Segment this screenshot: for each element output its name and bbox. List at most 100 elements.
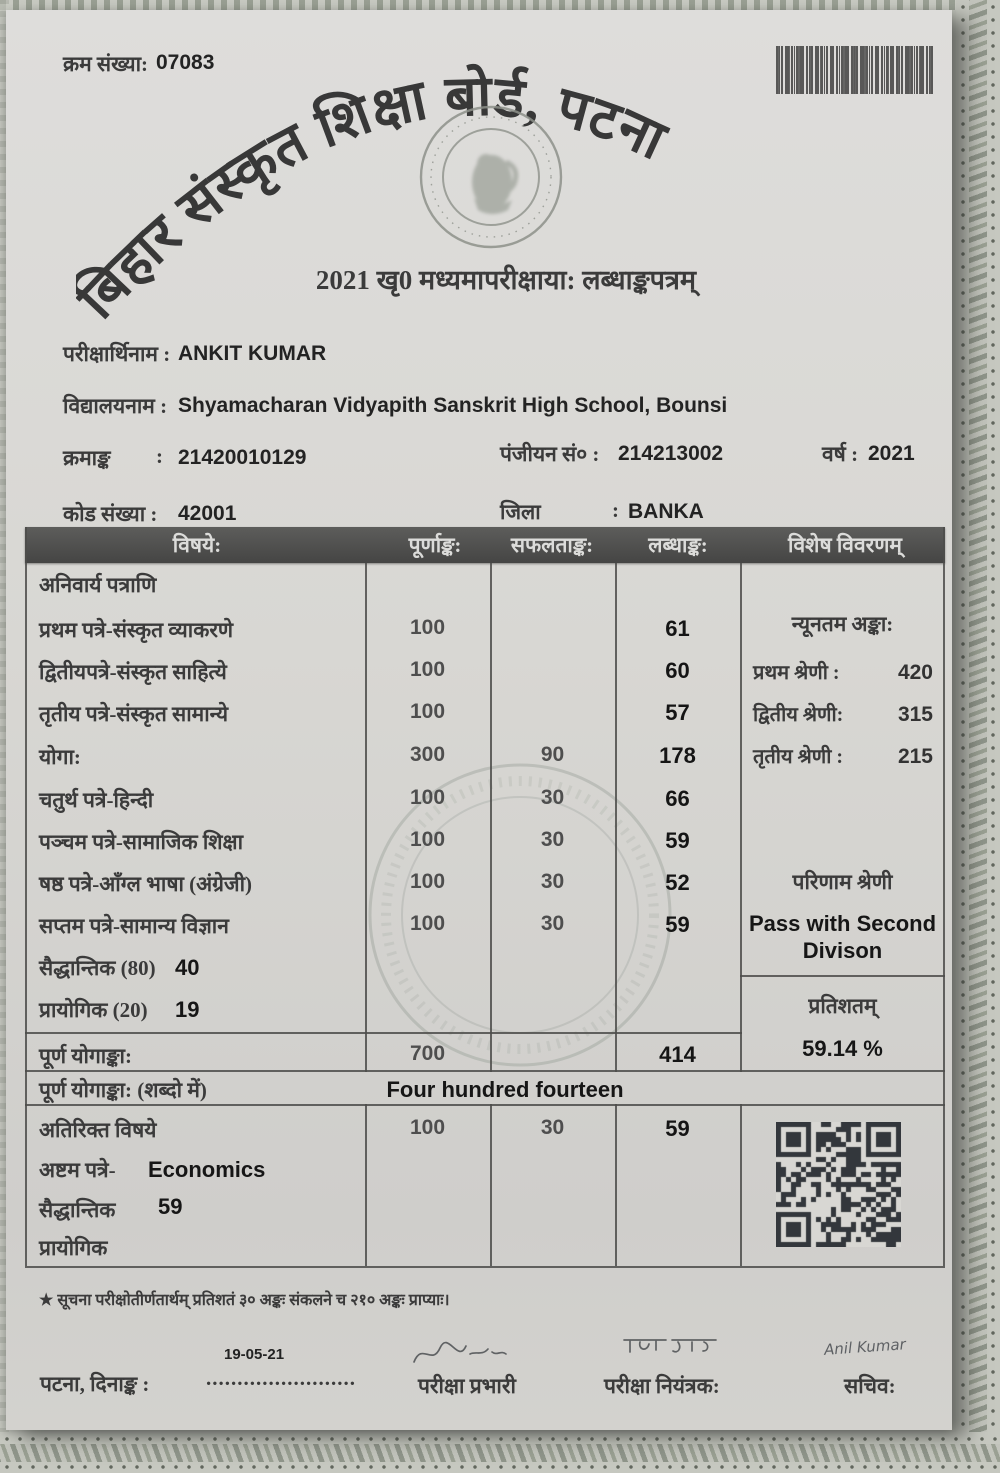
full-marks-cell: 100 [409,700,446,723]
exam-incharge-signature [413,1341,507,1363]
total-in-words-row: पूर्ण योगाङ्का: (शब्दो में) Four hundred… [25,1073,943,1104]
board-title-arc: बिहार संस्कृत शिक्षा बोर्ड, पटना [76,62,676,331]
table-divider [615,1104,617,1266]
table-divider [365,563,367,1072]
subject-cell: अनिवार्य पत्राणि [39,573,157,597]
table-row-practical: प्रायोगिक (20) 19 [25,990,943,1032]
table-row: चतुर्थ पत्रे-हिन्दी 100 30 66 [25,780,943,822]
subject-cell: सैद्धान्तिक (80) [39,956,156,980]
code-number-label: कोड संख्या : [63,502,158,526]
barcode [776,46,934,94]
extra-full-marks: 100 [409,1116,446,1139]
table-divider [365,1104,367,1266]
obtained-marks-cell: 61 [665,616,690,641]
candidate-name-value: ANKIT KUMAR [178,342,327,365]
subject-cell: द्वितीयपत्रे-संस्कृत साहित्ये [39,660,227,684]
footnote-star: ★ [39,1292,54,1309]
border-pattern-top [0,0,1000,10]
footnote-text: सूचना परीक्षोतीर्णतार्थम् प्रतिशतं ३० अङ… [57,1292,450,1309]
border-pattern-right [956,0,1000,1473]
first-division-cutoff: प्रथम श्रेणी : 420 [753,661,933,684]
subject-cell: प्रथम पत्रे-संस्कृत व्याकरणे [39,618,234,642]
pass-marks-cell: 30 [540,912,565,935]
result-value: Pass with Second Divison [748,911,937,963]
extra-practical-label: प्रायोगिक [39,1236,108,1260]
board-emblem-seal [419,105,563,249]
obtained-marks-cell: 66 [665,786,690,811]
pass-marks-cell: 30 [540,870,565,893]
registration-number-label: पंजीयन सं० : [500,442,600,466]
border-pattern-left [0,0,9,1473]
exam-incharge-label: परीक्षा प्रभारी [418,1374,516,1398]
district-value: BANKA [628,500,704,523]
table-bottom-line [25,1266,945,1268]
registration-number-value: 214213002 [618,442,724,465]
grand-total-full-marks: 700 [409,1042,446,1065]
code-number-value: 42001 [178,502,237,525]
table-divider [490,563,492,1072]
column-header-obtained-marks: लब्धाङ्क: [648,533,708,557]
full-marks-cell: 100 [409,828,446,851]
table-row: पञ्चम पत्रे-सामाजिक शिक्षा 100 30 59 [25,822,943,864]
percentage-label: प्रतिशतम् [808,994,877,1018]
subject-cell: सप्तम पत्रे-सामान्य विज्ञान [39,914,229,938]
extra-theory-value: 59 [158,1194,183,1219]
table-row: सप्तम पत्रे-सामान्य विज्ञान 100 30 59 [25,906,943,948]
extra-pass-marks: 30 [540,1116,565,1139]
subject-cell: चतुर्थ पत्रे-हिन्दी [39,788,154,812]
qr-code [776,1122,902,1248]
exam-subtitle: 2021 खृ0 मध्यमापरीक्षाया: लब्धाङ्कपत्रम् [315,265,697,295]
district-colon: : [612,498,619,522]
eighth-paper-label: अष्टम पत्रे- [39,1158,116,1182]
district-label: जिला [500,500,541,524]
roll-number-value: 21420010129 [178,446,307,469]
obtained-marks-cell: 57 [665,700,690,725]
roll-number-label: क्रमाङ्क [63,446,111,470]
extra-subject-title: अतिरिक्त विषये [39,1118,157,1142]
total-row-top-line [25,1032,742,1034]
second-division-cutoff: द्वितीय श्रेणी: 315 [753,703,933,726]
footnote: ★ सूचना परीक्षोतीर्णतार्थम् प्रतिशतं ३० … [39,1288,450,1310]
special-column-divider [740,975,945,977]
words-row-top-line [25,1070,945,1072]
place-date-label: पटना, दिनाङ्क : [40,1372,150,1396]
deity-figure [472,154,519,214]
grand-total-obtained-marks: 414 [659,1042,696,1067]
subject-cell: पञ्चम पत्रे-सामाजिक शिक्षा [39,830,244,854]
percentage-value: 59.14 % [802,1036,883,1061]
obtained-marks-cell: 60 [665,658,690,683]
table-border-left [25,527,27,1266]
certificate-paper: क्रम संख्या: 07083 बिहार संस्कृत शिक्षा … [6,10,952,1430]
extra-theory-label: सैद्धान्तिक [39,1198,116,1222]
table-border-right [943,527,945,1266]
full-marks-cell: 100 [409,870,446,893]
column-header-pass-marks: सफलताङ्क: [510,533,594,557]
issue-date-value: 19-05-21 [224,1346,285,1363]
marks-table-header-bar [25,527,945,563]
total-in-words-label: पूर्ण योगाङ्का: (शब्दो में) [39,1078,207,1102]
obtained-marks-cell: 59 [665,912,690,937]
full-marks-cell: 100 [409,658,446,681]
extra-obtained-marks: 59 [665,1116,690,1141]
date-dotted-line: ........................ [206,1366,356,1390]
grand-total-label: पूर्ण योगाङ्का: [39,1044,132,1068]
full-marks-cell: 100 [409,786,446,809]
full-marks-cell: 100 [409,616,446,639]
eighth-paper-name: Economics [148,1157,266,1182]
table-row: द्वितीयपत्रे-संस्कृत साहित्ये 100 60 [25,652,943,694]
grand-total-row: पूर्ण योगाङ्का: 700 414 [25,1036,943,1078]
table-row-total-compulsory: योगा: 300 90 178 [25,737,943,779]
table-row: तृतीय पत्रे-संस्कृत सामान्ये 100 57 [25,694,943,736]
table-row: षष्ठ पत्रे-आँग्ल भाषा (अंग्रेजी) 100 30 … [25,864,943,906]
extra-box-top-line [25,1104,945,1106]
subject-cell: तृतीय पत्रे-संस्कृत सामान्ये [39,702,229,726]
pass-marks-cell: 90 [540,743,565,766]
subject-cell: योगा: [39,745,81,769]
border-pattern-bottom [0,1432,1000,1473]
table-divider [740,563,742,1072]
year-value: 2021 [868,442,915,465]
result-class-title: परिणाम श्रेणी [792,870,893,894]
table-row: प्रथम पत्रे-संस्कृत व्याकरणे 100 61 [25,610,943,652]
subject-cell: षष्ठ पत्रे-आँग्ल भाषा (अंग्रेजी) [39,872,253,896]
